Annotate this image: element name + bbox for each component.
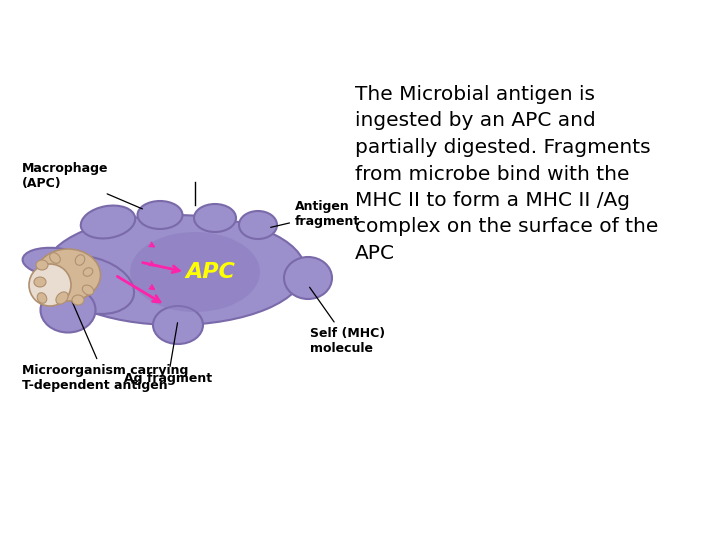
Ellipse shape xyxy=(35,249,101,301)
Ellipse shape xyxy=(36,260,48,270)
Ellipse shape xyxy=(45,215,305,325)
Text: The Microbial antigen is
ingested by an APC and
partially digested. Fragments
fr: The Microbial antigen is ingested by an … xyxy=(355,85,658,263)
Ellipse shape xyxy=(34,277,46,287)
Ellipse shape xyxy=(50,253,60,264)
Ellipse shape xyxy=(81,206,135,239)
Ellipse shape xyxy=(46,256,134,314)
Ellipse shape xyxy=(239,211,277,239)
Ellipse shape xyxy=(75,255,85,265)
Text: Self (MHC)
molecule: Self (MHC) molecule xyxy=(310,287,385,355)
Text: Ag fragment: Ag fragment xyxy=(124,323,212,385)
Ellipse shape xyxy=(284,257,332,299)
Ellipse shape xyxy=(29,264,71,306)
Ellipse shape xyxy=(37,293,47,303)
Ellipse shape xyxy=(138,201,182,229)
Ellipse shape xyxy=(153,306,203,344)
Ellipse shape xyxy=(130,232,260,312)
Ellipse shape xyxy=(82,285,94,295)
Text: Microorganism carrying
T-dependent antigen: Microorganism carrying T-dependent antig… xyxy=(22,294,189,392)
Ellipse shape xyxy=(56,292,68,304)
Ellipse shape xyxy=(84,268,93,276)
Ellipse shape xyxy=(194,204,236,232)
Ellipse shape xyxy=(40,287,96,333)
Ellipse shape xyxy=(72,295,84,305)
Text: Macrophage
(APC): Macrophage (APC) xyxy=(22,162,143,209)
Text: APC: APC xyxy=(185,262,235,282)
Text: Antigen
fragment: Antigen fragment xyxy=(271,200,360,228)
Ellipse shape xyxy=(22,248,87,276)
